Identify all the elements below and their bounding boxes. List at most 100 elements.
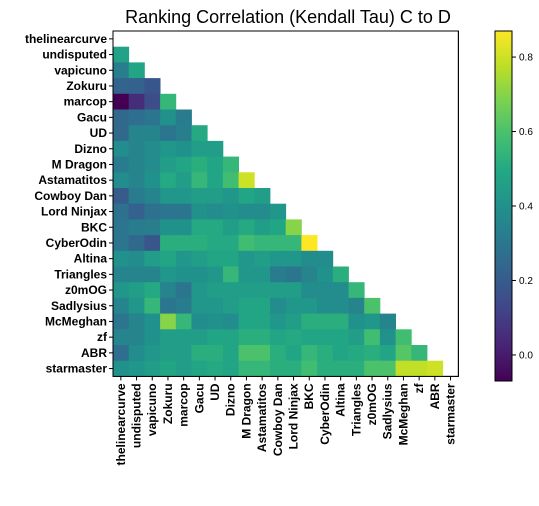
heatmap-cell xyxy=(332,329,349,346)
colorbar-gradient xyxy=(494,30,513,382)
heatmap-cell xyxy=(128,297,145,314)
row-label: Astamatitos xyxy=(38,173,107,187)
heatmap-cell xyxy=(238,172,255,189)
heatmap-cell xyxy=(144,282,161,299)
heatmap-cell xyxy=(160,203,177,220)
row-label: ABR xyxy=(81,346,107,360)
heatmap-cell xyxy=(160,235,177,252)
heatmap-cell xyxy=(113,203,130,220)
column-label: McMeghan xyxy=(396,383,410,445)
heatmap-cell xyxy=(113,266,130,283)
row-label: z0mOG xyxy=(65,283,107,297)
heatmap-cell xyxy=(175,282,192,299)
heatmap-cell xyxy=(270,329,287,346)
heatmap-cell xyxy=(113,235,130,252)
heatmap-cell xyxy=(238,219,255,236)
heatmap-cell xyxy=(128,93,145,110)
heatmap-cell xyxy=(191,250,208,267)
heatmap-cell xyxy=(128,266,145,283)
column-label: undisputed xyxy=(130,383,144,448)
heatmap-cell xyxy=(222,188,239,205)
heatmap-cell xyxy=(191,235,208,252)
heatmap-cell xyxy=(113,93,130,110)
heatmap-cell xyxy=(285,360,302,377)
heatmap-cell xyxy=(411,345,428,362)
heatmap-cell xyxy=(128,360,145,377)
heatmap-cell xyxy=(191,360,208,377)
heatmap-cell xyxy=(379,360,396,377)
heatmap-cell xyxy=(113,188,130,205)
heatmap-cell xyxy=(113,125,130,142)
heatmap-cell xyxy=(144,93,161,110)
heatmap-cell xyxy=(254,297,271,314)
column-label: Astamatitos xyxy=(255,383,269,452)
heatmap-cell xyxy=(144,156,161,173)
heatmap-cell xyxy=(238,329,255,346)
heatmap-cell xyxy=(317,313,334,330)
column-label: CyberOdin xyxy=(318,383,332,444)
heatmap-cell xyxy=(254,266,271,283)
heatmap-cell xyxy=(175,140,192,157)
heatmap-cell xyxy=(317,297,334,314)
colorbar-tick-label: 0.2 xyxy=(519,276,533,287)
heatmap-cell xyxy=(191,329,208,346)
heatmap-cell xyxy=(191,140,208,157)
heatmap-cell xyxy=(254,360,271,377)
column-label: Dizno xyxy=(224,383,238,416)
heatmap-cell xyxy=(285,345,302,362)
heatmap-cell xyxy=(270,360,287,377)
heatmap-cell xyxy=(207,282,224,299)
column-label: zf xyxy=(412,382,426,393)
heatmap-cell xyxy=(160,250,177,267)
heatmap-cell xyxy=(348,297,365,314)
row-label: CyberOdin xyxy=(46,236,107,250)
heatmap-cell xyxy=(175,188,192,205)
heatmap-cell xyxy=(317,266,334,283)
heatmap-cell xyxy=(222,266,239,283)
heatmap-cell xyxy=(317,250,334,267)
heatmap-cell xyxy=(128,313,145,330)
heatmap-cell xyxy=(128,125,145,142)
heatmap-cell xyxy=(191,297,208,314)
heatmap-cell xyxy=(332,360,349,377)
colorbar-tick-label: 0.4 xyxy=(519,202,533,213)
heatmap-cell xyxy=(113,282,130,299)
heatmap-cell xyxy=(301,297,318,314)
row-label: Lord Ninjax xyxy=(41,205,107,219)
heatmap-cell xyxy=(238,235,255,252)
heatmap-cell xyxy=(144,203,161,220)
column-label: Lord Ninjax xyxy=(287,383,301,449)
heatmap-cell xyxy=(113,140,130,157)
row-label: starmaster xyxy=(46,362,108,376)
heatmap-cell xyxy=(175,313,192,330)
heatmap-cell xyxy=(191,345,208,362)
heatmap-cell xyxy=(207,140,224,157)
heatmap-cell xyxy=(222,203,239,220)
heatmap-cell xyxy=(191,125,208,142)
heatmap-cell xyxy=(379,329,396,346)
heatmap-cell xyxy=(254,188,271,205)
heatmap-cell xyxy=(254,282,271,299)
heatmap-cell xyxy=(113,62,130,79)
heatmap-cell xyxy=(160,109,177,126)
heatmap-cell xyxy=(364,329,381,346)
row-label: McMeghan xyxy=(45,314,107,328)
heatmap-cell xyxy=(317,345,334,362)
heatmap-cell xyxy=(175,219,192,236)
row-label: Sadlysius xyxy=(51,299,107,313)
heatmap-cell xyxy=(222,329,239,346)
heatmap-cell xyxy=(238,250,255,267)
heatmap-cell xyxy=(113,345,130,362)
heatmap-cell xyxy=(301,345,318,362)
column-label: M Dragon xyxy=(239,383,253,438)
heatmap-cell xyxy=(395,345,412,362)
heatmap-cell xyxy=(285,266,302,283)
row-label: UD xyxy=(90,126,108,140)
heatmap-cell xyxy=(160,297,177,314)
heatmap-cell xyxy=(113,250,130,267)
column-label: Zokuru xyxy=(161,383,175,424)
heatmap-cell xyxy=(222,313,239,330)
heatmap-cell xyxy=(238,203,255,220)
heatmap-cell xyxy=(128,329,145,346)
